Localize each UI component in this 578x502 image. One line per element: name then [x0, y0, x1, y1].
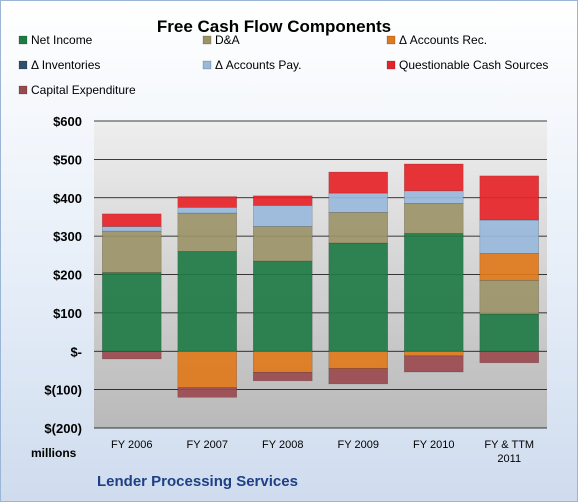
bar-questionable-cash-sources-fy-2009	[328, 171, 388, 194]
legend-item-inventories: Δ Inventories	[18, 58, 100, 72]
bar-questionable-cash-sources-fy-2010	[404, 163, 464, 192]
bar-questionable-cash-sources-fy-2006	[102, 213, 162, 227]
bar-d-a-fy-2006	[102, 230, 162, 273]
x-tick-label: FY & TTM 2011	[484, 439, 534, 465]
legend-label: Δ Accounts Rec.	[399, 33, 487, 47]
bar-net-income-fy-2008	[253, 260, 313, 352]
bar-d-a-fy-2007	[177, 212, 237, 252]
legend-swatch	[386, 60, 396, 70]
bar-accounts-pay-fy-2010	[404, 190, 464, 204]
y-tick-label: $500	[53, 152, 82, 167]
legend-item-d-a: D&A	[202, 33, 240, 47]
plot-area: $(200) $(100) $- $100 $200 $300 $400 $500 $600 FY…	[44, 114, 547, 465]
bar-accounts-pay-fy-2008	[253, 205, 313, 227]
bar-capital-expenditure-fy-2008	[253, 372, 313, 382]
y-tick-label: $600	[53, 114, 82, 129]
bars	[102, 163, 539, 398]
units-label: millions	[31, 446, 77, 460]
y-tick-label: $200	[53, 268, 82, 283]
bar-d-a-fy-2010	[404, 203, 464, 234]
y-tick-label: $(100)	[44, 383, 82, 398]
legend-item-capital-expenditure: Capital Expenditure	[18, 83, 136, 97]
bar-capital-expenditure-fy-2006	[102, 350, 162, 360]
company-label: Lender Processing Services	[97, 473, 298, 490]
legend-swatch	[18, 85, 28, 95]
x-tick-label: FY 2009	[338, 439, 379, 451]
legend-swatch	[202, 60, 212, 70]
bar-d-a-fy-2009	[328, 212, 388, 244]
bar-accounts-rec-fy-ttm-2011	[479, 253, 539, 281]
legend-label: Δ Accounts Pay.	[215, 58, 302, 72]
legend: Net Income D&A Δ Accounts Rec. Δ Inventorie…	[18, 33, 548, 97]
legend-label: D&A	[215, 33, 240, 47]
legend-item-accounts-pay: Δ Accounts Pay.	[202, 58, 302, 72]
x-tick-label: FY 2007	[187, 439, 228, 451]
legend-swatch	[18, 60, 28, 70]
bar-capital-expenditure-fy-2009	[328, 368, 388, 385]
bar-accounts-pay-fy-2006	[102, 226, 162, 232]
y-tick-label: $400	[53, 191, 82, 206]
bar-questionable-cash-sources-fy-2008	[253, 195, 313, 206]
bar-accounts-rec-fy-2008	[253, 350, 313, 373]
legend-swatch	[386, 35, 396, 45]
bar-accounts-rec-fy-2009	[328, 350, 388, 369]
x-tick-label: FY 2010	[413, 439, 454, 451]
y-tick-label: $100	[53, 306, 82, 321]
y-tick-label: $-	[70, 344, 82, 359]
bar-net-income-fy-2006	[102, 272, 162, 352]
bar-accounts-pay-fy-2009	[328, 192, 388, 213]
legend-item-net-income: Net Income	[18, 33, 93, 47]
bar-net-income-fy-2009	[328, 242, 388, 352]
legend-swatch	[202, 35, 212, 45]
bar-accounts-rec-fy-2007	[177, 350, 237, 389]
y-tick-label: $(200)	[44, 421, 82, 436]
legend-item-accounts-rec: Δ Accounts Rec.	[386, 33, 487, 47]
bar-capital-expenditure-fy-2007	[177, 387, 237, 398]
chart-title: Free Cash Flow Components	[157, 17, 391, 36]
bar-accounts-pay-fy-ttm-2011	[479, 219, 539, 254]
bar-questionable-cash-sources-fy-ttm-2011	[479, 175, 539, 221]
legend-item-questionable-cash-sources: Questionable Cash Sources	[386, 58, 548, 72]
bar-d-a-fy-2008	[253, 226, 313, 262]
bar-accounts-rec-fy-2010	[404, 350, 464, 357]
bar-questionable-cash-sources-fy-2007	[177, 196, 237, 208]
legend-label: Net Income	[31, 33, 93, 47]
bar-capital-expenditure-fy-2010	[404, 355, 464, 373]
bar-net-income-fy-ttm-2011	[479, 313, 539, 352]
legend-label: Δ Inventories	[31, 58, 100, 72]
legend-label: Questionable Cash Sources	[399, 58, 548, 72]
bar-net-income-fy-2010	[404, 233, 464, 352]
bar-net-income-fy-2007	[177, 251, 237, 352]
legend-swatch	[18, 35, 28, 45]
x-tick-label: FY 2006	[111, 439, 152, 451]
bar-accounts-pay-fy-2007	[177, 207, 237, 214]
bar-d-a-fy-ttm-2011	[479, 279, 539, 315]
y-tick-label: $300	[53, 229, 82, 244]
bar-capital-expenditure-fy-ttm-2011	[479, 350, 539, 364]
x-tick-label: FY 2008	[262, 439, 303, 451]
legend-label: Capital Expenditure	[31, 83, 136, 97]
